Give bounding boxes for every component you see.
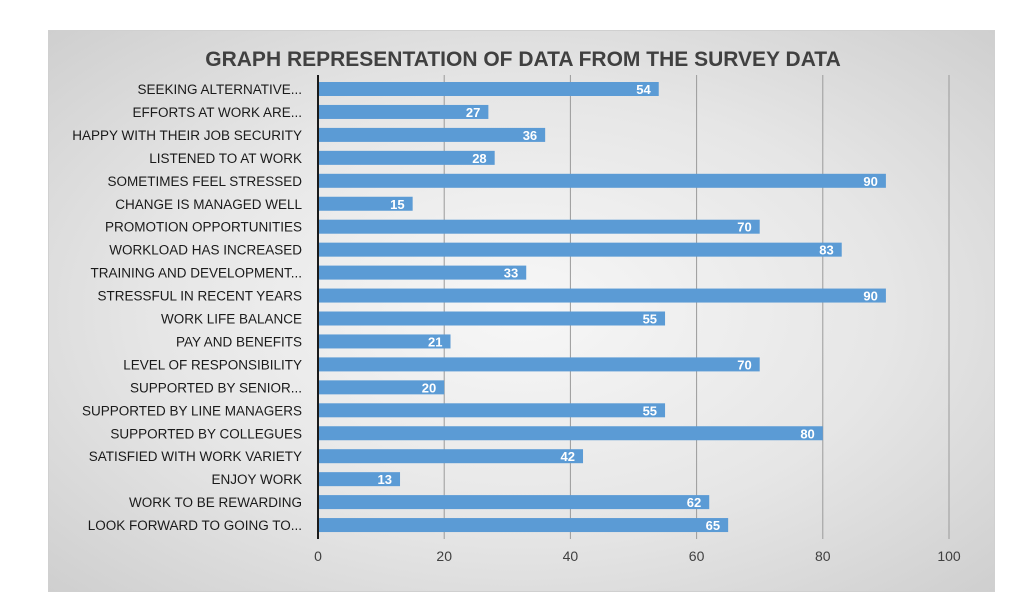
bar [318,426,823,441]
bar [318,518,729,533]
bar [318,82,659,96]
data-label: 15 [390,197,404,212]
category-label: STRESSFUL IN RECENT YEARS [97,289,302,304]
category-label: CHANGE IS MANAGED WELL [115,197,302,212]
data-label: 65 [706,518,720,533]
category-label: WORKLOAD HAS INCREASED [109,243,302,258]
bar [318,127,546,142]
category-label: SEEKING ALTERNATIVE... [137,82,302,97]
category-label: SUPPORTED BY LINE MANAGERS [82,403,302,418]
x-tick-label: 60 [689,548,705,564]
data-label: 13 [378,472,392,487]
category-label: PAY AND BENEFITS [176,334,302,349]
bar [318,495,710,510]
data-label: 20 [422,380,436,395]
category-label: PROMOTION OPPORTUNITIES [105,220,302,235]
bar [318,403,666,418]
data-labels: 54 27 36 28 90 15 70 83 33 90 55 21 70 20 55 80 42 13 62 65 [378,82,878,533]
gridlines [443,75,950,540]
bars [318,82,886,533]
x-tick-label: 100 [937,548,961,564]
data-label: 27 [466,105,480,120]
bar [318,219,760,234]
chart-frame: GRAPH REPRESENTATION OF DATA FROM THE SU… [48,30,995,592]
bar [318,242,842,257]
category-label: EFFORTS AT WORK ARE... [132,105,302,120]
bar [318,196,413,211]
x-tick-labels: 0 20 40 60 80 100 [314,548,961,564]
x-tick-label: 40 [563,548,579,564]
category-label: LISTENED TO AT WORK [149,151,302,166]
category-label: HAPPY WITH THEIR JOB SECURITY [72,128,302,143]
bar [318,288,886,303]
x-tick-label: 0 [314,548,322,564]
data-label: 28 [472,151,486,166]
category-label: SUPPORTED BY COLLEGUES [110,426,302,441]
bar [318,150,495,165]
category-label: WORK LIFE BALANCE [161,312,302,327]
data-label: 70 [737,357,751,372]
category-labels: SEEKING ALTERNATIVE... EFFORTS AT WORK AR… [72,82,302,533]
bar [318,380,445,395]
data-label: 80 [800,426,814,441]
data-label: 36 [523,128,537,143]
category-label: WORK TO BE REWARDING [129,495,302,510]
bar [318,173,886,188]
bar [318,357,760,372]
data-label: 62 [687,495,701,510]
data-label: 55 [643,312,657,327]
category-label: SUPPORTED BY SENIOR... [130,380,302,395]
x-tick-label: 80 [815,548,831,564]
data-label: 55 [643,403,657,418]
data-label: 54 [636,82,651,97]
category-label: SATISFIED WITH WORK VARIETY [89,449,302,464]
bar [318,472,401,487]
data-label: 21 [428,334,442,349]
category-label: SOMETIMES FEEL STRESSED [107,174,302,189]
bar-chart: GRAPH REPRESENTATION OF DATA FROM THE SU… [72,48,961,564]
data-label: 83 [819,243,833,258]
category-label: LOOK FORWARD TO GOING TO... [88,518,302,533]
bar [318,449,584,464]
bar [318,311,666,326]
bar [318,334,451,349]
data-label: 70 [737,220,751,235]
data-label: 33 [504,266,518,281]
data-label: 90 [863,289,877,304]
category-label: ENJOY WORK [211,472,302,487]
bar [318,104,489,119]
category-label: TRAINING AND DEVELOPMENT... [90,266,302,281]
chart-title: GRAPH REPRESENTATION OF DATA FROM THE SU… [205,48,840,71]
category-label: LEVEL OF RESPONSIBILITY [123,357,302,372]
x-tick-label: 20 [436,548,452,564]
data-label: 90 [863,174,877,189]
data-label: 42 [561,449,575,464]
bar [318,265,527,280]
